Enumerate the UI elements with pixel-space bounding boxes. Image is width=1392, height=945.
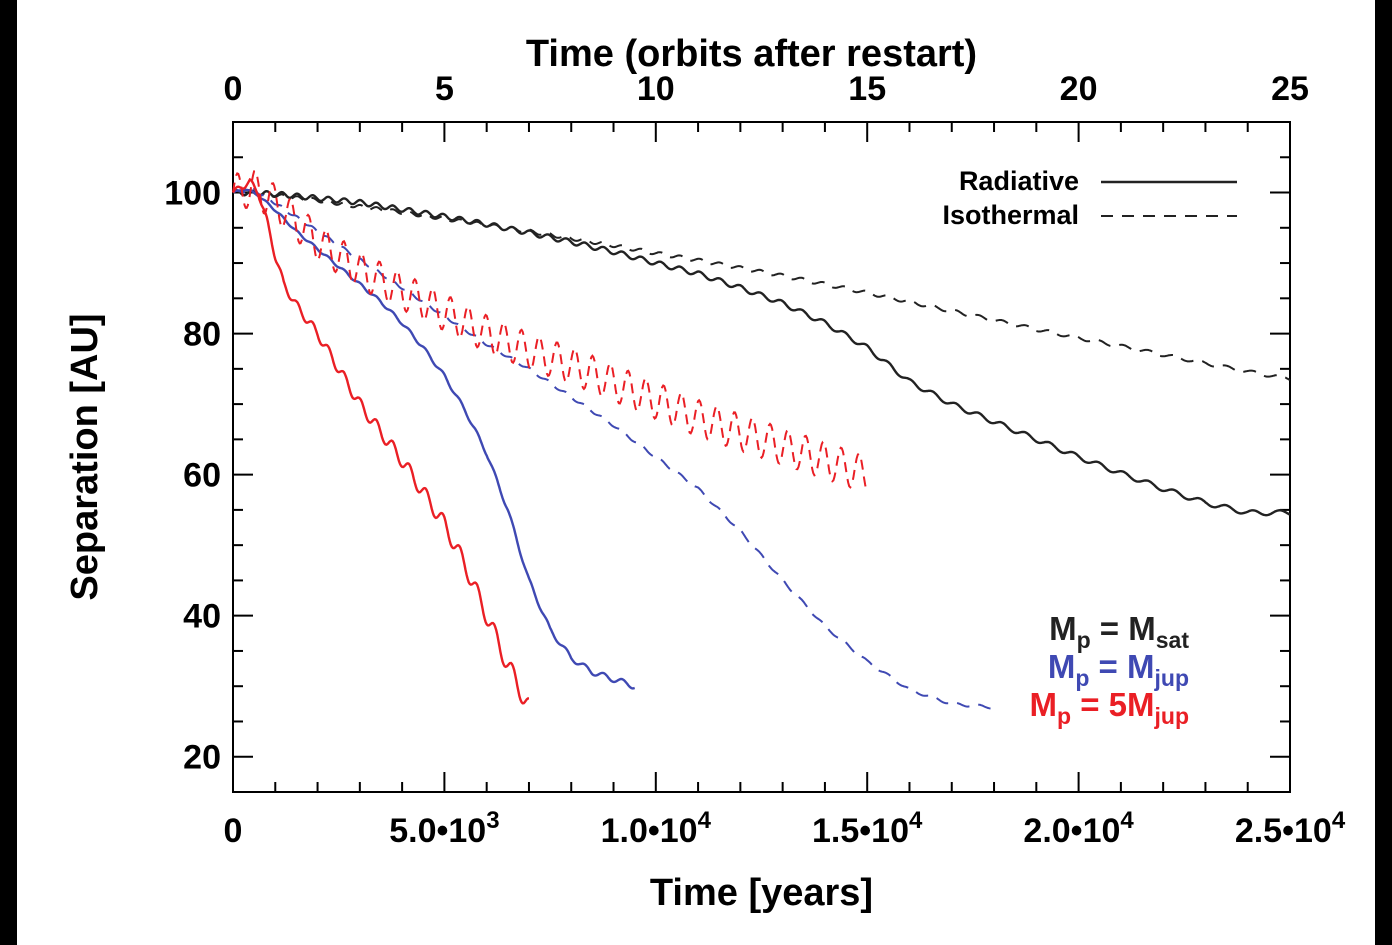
- series-line-jup-solid: [232, 188, 636, 690]
- mass-legend-entry: Mp = 5Mjup: [1029, 686, 1189, 729]
- figure-frame: 0 5.0•103 1.0•104 1.5•104 2.0•104 2.5•104 0 5 10…: [17, 0, 1375, 945]
- linestyle-legend: Radiative Isothermal: [942, 166, 1237, 230]
- x2-tick-label: 25: [1271, 70, 1309, 108]
- x2-tick-label: 5: [435, 70, 454, 108]
- legend-label-radiative: Radiative: [959, 166, 1079, 196]
- series-line-five_jup-solid: [231, 177, 529, 705]
- legend-label-isothermal: Isothermal: [942, 200, 1079, 230]
- bottom-axis-title: Time [years]: [650, 872, 873, 914]
- x2-tick-label: 20: [1060, 70, 1098, 108]
- x-tick-label: 2.5•104: [1235, 807, 1346, 850]
- x-tick-label: 1.5•104: [812, 807, 923, 850]
- separation-vs-time-chart: 0 5.0•103 1.0•104 1.5•104 2.0•104 2.5•104 0 5 10…: [64, 33, 1346, 914]
- axis-ticks: 0 5.0•103 1.0•104 1.5•104 2.0•104 2.5•104 0 5 10…: [164, 70, 1346, 850]
- y-tick-label: 20: [183, 739, 221, 777]
- mass-legend-entry: Mp = Msat: [1049, 610, 1189, 653]
- x-tick-label: 1.0•104: [601, 807, 712, 850]
- y-tick-label: 60: [183, 457, 221, 495]
- x-tick-label: 0: [224, 812, 243, 850]
- series-line-sat-dashed: [232, 189, 1291, 381]
- y-axis-title: Separation [AU]: [64, 313, 106, 600]
- x-tick-label: 5.0•103: [389, 807, 499, 850]
- x2-tick-label: 0: [224, 70, 243, 108]
- x-tick-label: 2.0•104: [1023, 807, 1134, 850]
- series-line-jup-dashed: [232, 187, 995, 710]
- top-axis-title: Time (orbits after restart): [526, 33, 977, 75]
- series-line-five_jup-dashed: [232, 169, 869, 493]
- series-layer: [231, 169, 1291, 710]
- mass-legend-entry: Mp = Mjup: [1048, 648, 1189, 691]
- series-line-sat-solid: [232, 188, 1291, 517]
- y-tick-label: 80: [183, 316, 221, 354]
- plot-frame: [232, 121, 1291, 793]
- y-tick-label: 100: [164, 175, 221, 213]
- x2-tick-label: 15: [848, 70, 886, 108]
- y-tick-label: 40: [183, 598, 221, 636]
- x2-tick-label: 10: [637, 70, 675, 108]
